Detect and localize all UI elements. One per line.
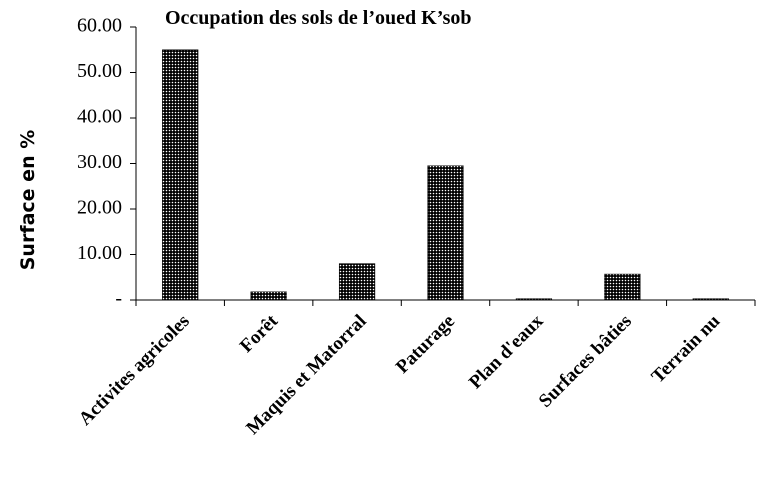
x-tick-label: Surfaces bâties: [535, 311, 636, 412]
x-tick-label: Terrain nu: [648, 310, 725, 387]
y-tick-label: 50.00: [77, 60, 122, 82]
y-tick-label: 40.00: [77, 106, 122, 128]
bar: [162, 49, 199, 301]
x-tick-label: Activites agricoles: [75, 311, 194, 430]
bar: [515, 298, 553, 301]
bar: [692, 298, 729, 301]
y-tick-label: 60.00: [77, 15, 122, 37]
x-tick-label: Forêt: [236, 310, 283, 357]
y-tick-label: 10.00: [77, 242, 122, 264]
y-tick-label: 30.00: [77, 151, 122, 173]
bar: [604, 273, 641, 301]
bar: [427, 165, 464, 301]
y-tick-label: 20.00: [77, 197, 122, 219]
chart-title: Occupation des sols de l’oued K’sob: [165, 7, 472, 29]
x-tick-label: Paturage: [392, 311, 459, 378]
bar: [338, 263, 376, 301]
y-tick-label: -: [115, 288, 122, 310]
x-tick-label: Plan d'eaux: [465, 310, 548, 393]
bar: [250, 291, 287, 301]
y-axis-label: Surface en %: [17, 130, 39, 271]
